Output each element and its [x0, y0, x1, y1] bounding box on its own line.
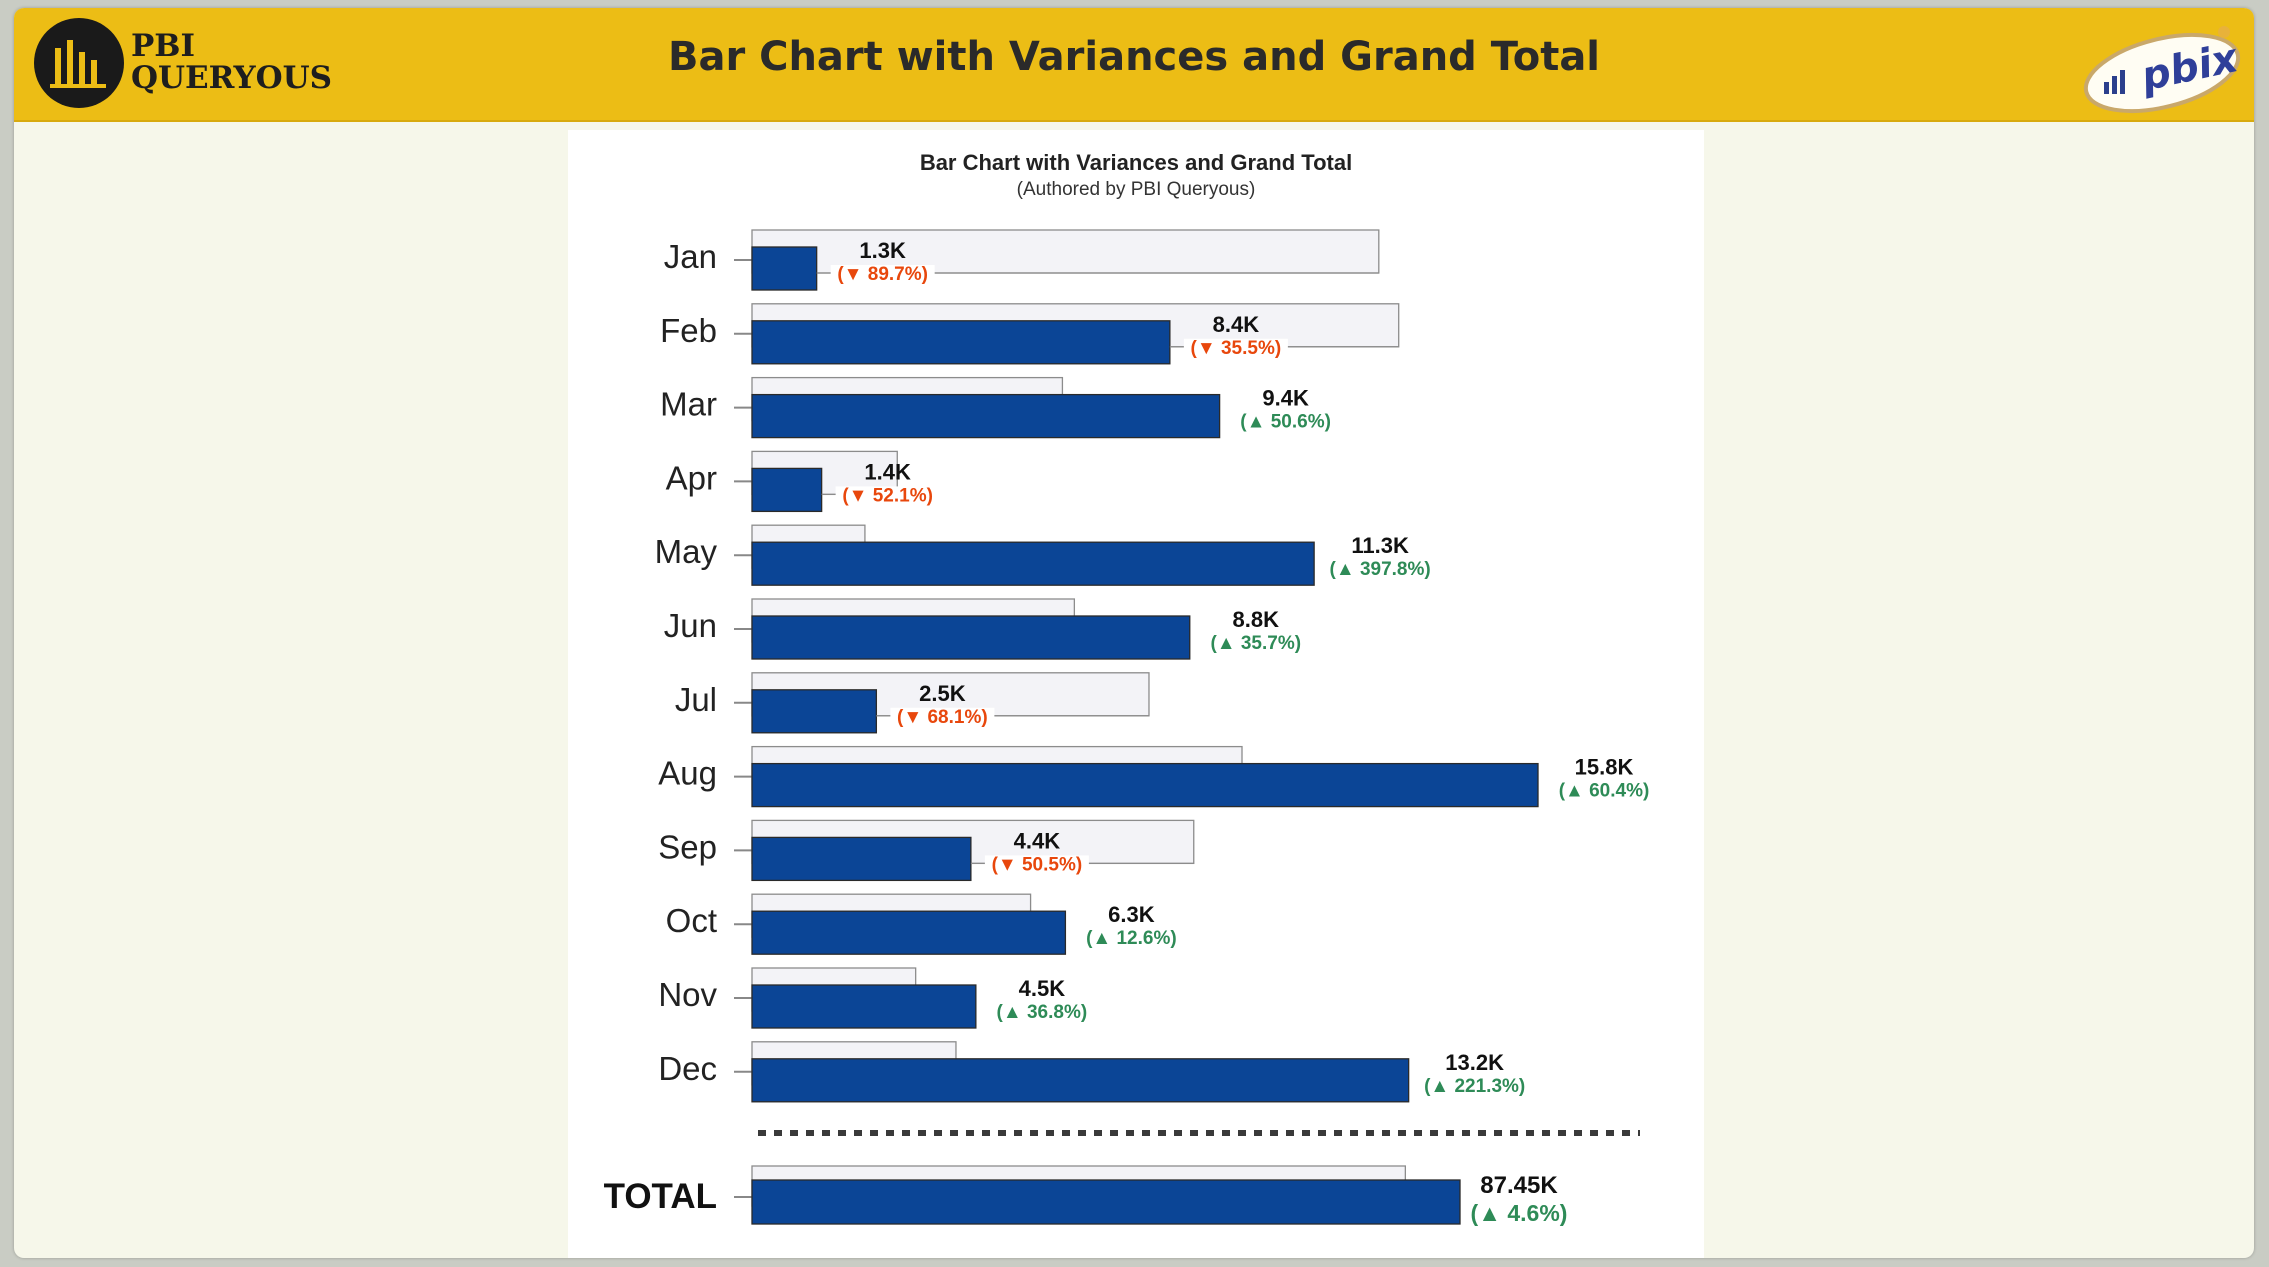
- variance-label-background: [830, 265, 935, 283]
- current-bar: [751, 689, 878, 734]
- variance-label: (▼ 52.1%): [842, 485, 933, 506]
- category-label: Jul: [675, 681, 717, 718]
- value-label: 11.3K: [1351, 533, 1409, 558]
- value-label: 6.3K: [1108, 902, 1155, 927]
- total-value-label: 87.45K: [1480, 1172, 1558, 1199]
- current-bar: [751, 762, 1539, 808]
- bar-chart: Jan 1.3K(▼ 89.7%)Feb 8.4K(▼ 35.5%)Mar 9.4K(…: [604, 229, 1650, 1226]
- variance-label-background: [1183, 338, 1288, 357]
- variance-label: (▲ 60.4%): [1559, 781, 1650, 802]
- category-label: Jun: [664, 607, 717, 644]
- variance-label: (▲ 397.8%): [1330, 559, 1431, 580]
- value-label: 9.4K: [1262, 386, 1309, 411]
- variance-label: (▼ 68.1%): [897, 707, 988, 728]
- value-label: 13.2K: [1445, 1050, 1504, 1075]
- current-bar: [751, 984, 977, 1029]
- current-bar: [751, 246, 818, 291]
- category-label: Apr: [666, 459, 717, 496]
- report-header: PBI QUERYOUS Bar Chart with Variances an…: [14, 8, 2254, 122]
- variance-label: (▲ 36.8%): [997, 1002, 1088, 1023]
- category-label: Dec: [658, 1050, 717, 1087]
- total-variance-label: (▲ 4.6%): [1471, 1200, 1568, 1226]
- total-label: TOTAL: [604, 1177, 717, 1216]
- value-label: 8.8K: [1233, 607, 1280, 632]
- total-current-bar: [751, 1179, 1461, 1225]
- bar-chart-logo-icon: [34, 18, 124, 108]
- category-label: May: [655, 533, 718, 570]
- current-bar: [751, 836, 972, 882]
- current-bar: [751, 1058, 1410, 1103]
- chart-panel: Bar Chart with Variances and Grand Total…: [568, 130, 1704, 1258]
- current-bar: [751, 393, 1221, 439]
- category-label: Mar: [660, 386, 717, 423]
- variance-label-background: [984, 855, 1089, 874]
- variance-label: (▲ 12.6%): [1086, 928, 1177, 949]
- variance-label: (▲ 35.7%): [1210, 633, 1301, 654]
- variance-label: (▲ 50.6%): [1240, 412, 1331, 433]
- chart-title: Bar Chart with Variances and Grand Total: [919, 150, 1353, 175]
- current-bar: [751, 910, 1067, 955]
- category-label: Nov: [658, 976, 717, 1013]
- value-label: 1.3K: [859, 238, 906, 263]
- current-bar: [751, 615, 1191, 660]
- brand-name: PBI QUERYOUS: [131, 30, 332, 94]
- current-bar: [751, 320, 1171, 365]
- value-label: 15.8K: [1575, 755, 1634, 780]
- category-label: Jan: [664, 238, 717, 275]
- variance-label-background: [835, 486, 940, 505]
- report-frame: PBI QUERYOUS Bar Chart with Variances an…: [14, 8, 2254, 1258]
- pbix-badge-icon: pbix: [2083, 26, 2243, 114]
- variance-label: (▲ 221.3%): [1424, 1076, 1525, 1097]
- value-label: 4.5K: [1019, 976, 1066, 1001]
- variance-label-background: [890, 707, 995, 726]
- brand-line-2: QUERYOUS: [131, 60, 333, 96]
- current-bar: [751, 467, 823, 513]
- category-label: Sep: [658, 828, 717, 865]
- brand-line-1: PBI: [131, 28, 196, 64]
- variance-label: (▼ 89.7%): [837, 264, 928, 285]
- variance-label: (▼ 35.5%): [1191, 338, 1282, 359]
- chart-subtitle: (Authored by PBI Queryous): [1016, 179, 1256, 200]
- current-bar: [751, 541, 1315, 586]
- value-label: 8.4K: [1213, 312, 1260, 337]
- category-label: Feb: [660, 312, 717, 349]
- category-label: Aug: [658, 755, 717, 792]
- value-label: 2.5K: [919, 681, 966, 706]
- variance-label: (▼ 50.5%): [992, 854, 1083, 875]
- value-label: 4.4K: [1014, 828, 1061, 853]
- value-label: 1.4K: [864, 459, 911, 484]
- page-title: Bar Chart with Variances and Grand Total: [667, 34, 1601, 80]
- category-label: Oct: [666, 902, 717, 939]
